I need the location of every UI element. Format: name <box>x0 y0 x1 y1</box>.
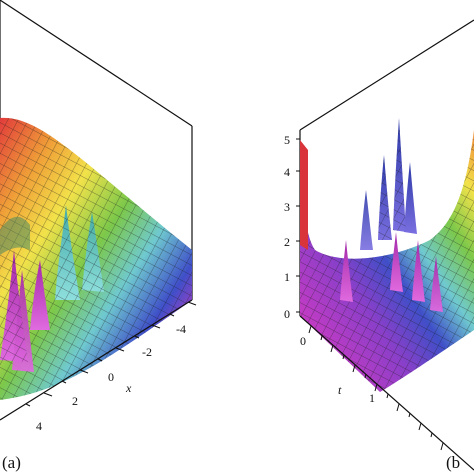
panel-a-x-tick-label: 4 <box>36 419 42 433</box>
panel-a-x-axis-name: x <box>125 381 132 395</box>
panel-a-surface <box>0 117 192 400</box>
panel-a-x-axis <box>25 301 197 407</box>
panel-b-z-tick-label: 2 <box>284 235 290 249</box>
panel-b-z-tick-label: 4 <box>284 165 290 179</box>
panel-a-x-tick-label: 2 <box>72 394 78 408</box>
panel-b-z-axis <box>296 138 300 313</box>
panel-b-surface <box>300 118 474 392</box>
panel-b-front-frame <box>299 315 474 471</box>
panel-b-z-tick-label: 0 <box>284 307 290 321</box>
panel-b-z-tick-label: 5 <box>284 133 290 147</box>
panel-b-t-tick-label: 1 <box>369 391 375 405</box>
panel-a-front-frame <box>0 299 193 421</box>
panel-a-x-tick-label: -2 <box>142 345 152 359</box>
panel-b: 0 1 2 3 4 5 0 1 t (b <box>284 19 474 472</box>
panel-a-x-tick-label: -4 <box>176 322 186 336</box>
panel-b-t-axis-name: t <box>338 383 342 397</box>
panel-a-label: (a) <box>2 453 21 472</box>
panel-b-z-tick-label: 1 <box>284 270 290 284</box>
panel-a: -4 -2 0 2 4 x (a) <box>0 0 197 472</box>
panel-b-t-tick-label: 0 <box>300 334 306 348</box>
panel-b-z-tick-label: 3 <box>284 200 290 214</box>
panel-a-x-tick-label: 0 <box>108 370 114 384</box>
panel-b-label: (b <box>446 453 460 472</box>
panel-b-t-axis <box>308 325 444 451</box>
